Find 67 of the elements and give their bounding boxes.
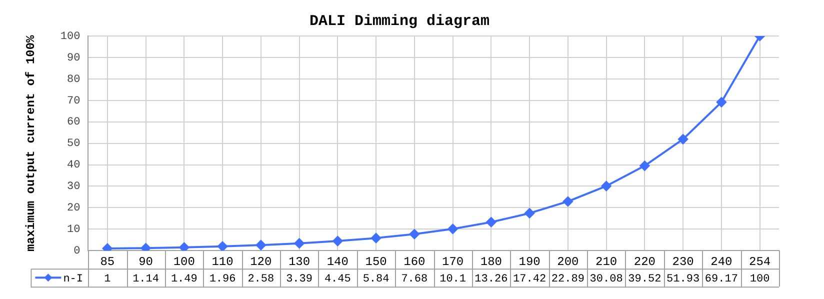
y-tick-label: 0: [74, 246, 80, 258]
x-tick-label: 100: [173, 254, 195, 269]
data-label: 39.52: [628, 274, 662, 286]
point: [678, 134, 688, 144]
x-tick-label: 160: [404, 254, 426, 269]
point: [640, 160, 650, 171]
data-label: 2.58: [248, 274, 274, 286]
x-tick-label: 240: [710, 254, 732, 269]
data-label: 30.08: [590, 274, 623, 286]
data-label: 1: [104, 274, 112, 286]
point: [371, 233, 382, 244]
y-axis-title: maximum output current of 100%: [24, 34, 38, 252]
x-tick-label: 90: [138, 254, 153, 269]
y-tick-label: 40: [67, 160, 80, 172]
y-tick-label: 60: [67, 116, 80, 129]
x-tick-label: 140: [326, 254, 348, 269]
data-label: 4.45: [324, 274, 351, 286]
point: [524, 208, 535, 218]
y-tick-label: 20: [67, 202, 80, 215]
point: [179, 242, 190, 251]
data-label: 7.68: [401, 274, 428, 286]
x-tick-label: 85: [100, 254, 115, 269]
y-tick-label: 70: [67, 95, 80, 108]
data-label: 17.42: [513, 274, 546, 286]
y-tick-label: 10: [67, 224, 80, 236]
data-label: 100: [750, 274, 770, 286]
point: [486, 217, 496, 228]
data-label: 51.93: [666, 274, 700, 286]
data-label: 22.89: [551, 274, 584, 286]
data-label: 69.17: [704, 274, 738, 286]
point: [218, 241, 228, 251]
point: [409, 229, 420, 240]
point: [716, 97, 726, 108]
x-tick-label: 210: [595, 254, 618, 269]
point: [332, 236, 343, 246]
point: [102, 243, 112, 251]
data-label: 1.14: [132, 274, 160, 286]
y-tick-label: 50: [67, 138, 80, 150]
legend-label: n-I: [63, 274, 84, 286]
x-tick-label: 200: [557, 254, 579, 269]
point: [601, 181, 612, 192]
x-tick-label: 170: [442, 254, 464, 269]
x-tick-label: 220: [634, 254, 656, 269]
y-tick-label: 90: [67, 52, 80, 64]
data-label: 10.1: [440, 274, 466, 286]
x-tick-label: 130: [288, 254, 310, 269]
x-tick-label: 190: [518, 254, 540, 269]
y-tick-label: 30: [67, 181, 80, 194]
data-label: 3.39: [286, 274, 312, 286]
data-label: 1.49: [170, 274, 198, 286]
x-tick-label: 254: [749, 254, 771, 269]
point: [448, 224, 458, 234]
point: [294, 238, 304, 248]
x-tick-label: 150: [365, 254, 387, 269]
data-label: 1.96: [209, 274, 236, 286]
y-tick-label: 100: [60, 30, 80, 43]
point: [256, 240, 266, 250]
x-tick-label: 180: [480, 254, 502, 269]
x-tick-label: 110: [212, 254, 234, 269]
y-tick-label: 80: [67, 74, 80, 86]
point: [562, 196, 573, 206]
x-tick-label: 230: [672, 254, 694, 269]
data-label: 5.84: [362, 274, 390, 286]
data-label: 13.26: [474, 274, 508, 286]
point: [140, 243, 151, 251]
x-tick-label: 120: [250, 254, 272, 269]
chart-title: DALI Dimming diagram: [309, 12, 490, 30]
